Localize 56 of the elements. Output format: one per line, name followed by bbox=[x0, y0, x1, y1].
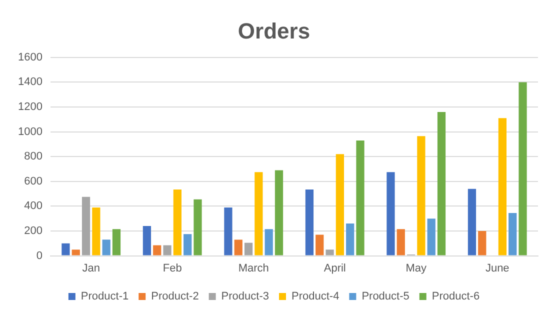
y-tick-label: 1600 bbox=[18, 51, 42, 64]
bar bbox=[184, 234, 192, 256]
y-tick-label: 200 bbox=[24, 225, 42, 238]
bar bbox=[478, 231, 486, 256]
bar bbox=[163, 245, 172, 256]
x-tick-label: March bbox=[238, 262, 269, 274]
bar bbox=[72, 250, 80, 256]
bar bbox=[194, 199, 202, 256]
bar bbox=[274, 170, 284, 256]
bar bbox=[346, 224, 354, 256]
bar bbox=[336, 154, 344, 256]
x-tick-label: Feb bbox=[162, 262, 182, 274]
legend-label: Product-1 bbox=[80, 290, 129, 303]
bar bbox=[142, 226, 152, 256]
bar bbox=[468, 188, 476, 256]
bar bbox=[224, 207, 232, 256]
bar bbox=[305, 189, 314, 256]
x-tick-label: June bbox=[485, 262, 510, 274]
bar bbox=[92, 207, 100, 256]
bar bbox=[112, 229, 121, 256]
bar bbox=[508, 213, 517, 256]
y-tick-label: 600 bbox=[24, 175, 42, 188]
bar bbox=[264, 229, 273, 256]
legend-label: Product-5 bbox=[362, 290, 410, 303]
bar bbox=[254, 172, 263, 256]
legend-label: Product-6 bbox=[432, 290, 480, 303]
bar bbox=[316, 234, 324, 256]
y-tick-label: 800 bbox=[24, 150, 42, 163]
bar bbox=[518, 82, 527, 256]
bar bbox=[326, 250, 334, 256]
bar bbox=[356, 140, 364, 256]
bar bbox=[234, 240, 242, 256]
bar bbox=[437, 112, 446, 256]
y-tick-label: 1200 bbox=[18, 101, 42, 114]
legend-label: Product-3 bbox=[221, 290, 270, 303]
bar bbox=[173, 189, 182, 256]
bar bbox=[498, 118, 507, 256]
x-tick-label: April bbox=[324, 262, 346, 274]
x-tick-label: Jan bbox=[82, 262, 100, 274]
legend-label: Product-4 bbox=[292, 290, 340, 303]
legend-label: Product-2 bbox=[151, 290, 199, 303]
bar bbox=[396, 229, 405, 256]
bar bbox=[244, 242, 253, 256]
bar bbox=[153, 245, 162, 256]
bar bbox=[62, 243, 70, 256]
bar bbox=[102, 240, 110, 256]
chart-title: Orders bbox=[238, 18, 310, 44]
bar bbox=[82, 196, 90, 256]
x-tick-label: May bbox=[406, 262, 428, 274]
y-tick-label: 0 bbox=[36, 250, 42, 262]
bar bbox=[427, 218, 436, 256]
y-tick-label: 400 bbox=[24, 200, 42, 212]
bar bbox=[386, 172, 395, 256]
bar bbox=[417, 136, 426, 256]
y-tick-label: 1000 bbox=[18, 126, 42, 138]
y-tick-label: 1400 bbox=[18, 76, 42, 88]
